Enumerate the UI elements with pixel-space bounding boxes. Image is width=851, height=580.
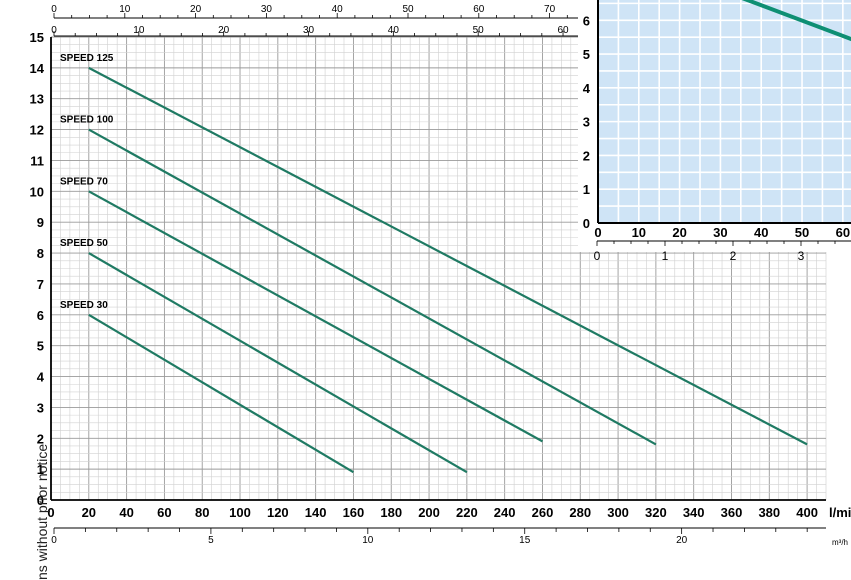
y-tick-label: 10 — [30, 184, 44, 199]
top-outer-tick-label: 60 — [473, 4, 485, 15]
x-tick-label: 380 — [758, 505, 780, 520]
inset-secondary-tick-label: 0 — [594, 249, 601, 263]
x-tick-label: 200 — [418, 505, 440, 520]
y-tick-label: 11 — [30, 153, 44, 168]
top-outer-tick-label: 20 — [190, 4, 202, 15]
x-tick-label: 0 — [47, 505, 54, 520]
top-inner-tick-label: 40 — [388, 25, 400, 36]
main-series: SPEED 125 SPEED 100 SPEED 70 SPEED 50 SPEED … — [60, 53, 808, 474]
secondary-x-tick-label: 20 — [676, 535, 688, 546]
x-tick-label: 60 — [157, 505, 171, 520]
y-tick-label: 9 — [37, 215, 44, 230]
inset-y-tick-label: 0 — [583, 216, 590, 231]
series-label-5: SPEED 30 — [60, 300, 108, 311]
main-axes — [50, 13, 826, 534]
y-tick-label: 8 — [37, 246, 44, 261]
y-tick-label: 14 — [30, 61, 45, 76]
x-tick-label: 360 — [721, 505, 743, 520]
inset-secondary-tick-label: 3 — [798, 249, 805, 263]
y-tick-label: 13 — [30, 92, 44, 107]
top-outer-tick-label: 40 — [332, 4, 344, 15]
inset-x-tick-label: 60 — [836, 225, 850, 240]
series-line-4 — [88, 252, 468, 474]
inset-y-tick-label: 2 — [583, 148, 590, 163]
x-tick-label: 120 — [267, 505, 289, 520]
inset-y-tick-label: 6 — [583, 13, 590, 28]
top-outer-tick-label: 30 — [261, 4, 273, 15]
y-tick-label: 1 — [37, 462, 44, 477]
inset-x-tick-label: 50 — [795, 225, 809, 240]
secondary-x-unit-label: m³/h — [832, 538, 848, 547]
secondary-x-tick-label: 15 — [519, 535, 531, 546]
y-tick-label: 4 — [37, 370, 45, 385]
x-tick-label: 260 — [532, 505, 554, 520]
x-unit-label: l/mi — [829, 505, 851, 520]
inset-x-tick-label: 40 — [754, 225, 768, 240]
x-tick-label: 340 — [683, 505, 705, 520]
x-tick-label: 180 — [380, 505, 402, 520]
y-tick-label: 7 — [37, 277, 44, 292]
series-line-2 — [88, 128, 657, 446]
top-inner-tick-label: 0 — [51, 25, 57, 36]
series-line-1 — [88, 66, 808, 446]
inset-secondary-tick-label: 2 — [730, 249, 737, 263]
x-tick-label: 280 — [569, 505, 591, 520]
inset-series — [741, 0, 851, 42]
inset-y-tick-label: 5 — [583, 47, 590, 62]
x-tick-label: 140 — [305, 505, 327, 520]
inset-x-tick-label: 30 — [713, 225, 727, 240]
y-tick-label: 3 — [37, 400, 44, 415]
inset-y-tick-label: 3 — [583, 115, 590, 130]
y-tick-label: 12 — [30, 123, 44, 138]
x-tick-label: 100 — [229, 505, 251, 520]
series-line-5 — [88, 313, 354, 474]
secondary-x-tick-label: 0 — [51, 535, 57, 546]
x-tick-label: 400 — [796, 505, 818, 520]
series-label-2: SPEED 100 — [60, 115, 114, 126]
y-tick-label: 2 — [37, 431, 44, 446]
inset-x-tick-label: 20 — [672, 225, 686, 240]
top-inner-tick-label: 60 — [557, 25, 569, 36]
secondary-x-tick-label: 5 — [208, 535, 214, 546]
top-outer-tick-label: 50 — [402, 4, 414, 15]
inset-y-tick-label: 1 — [583, 182, 590, 197]
inset-x-tick-label: 10 — [632, 225, 646, 240]
x-tick-label: 40 — [119, 505, 133, 520]
side-note: ns without prior notice — [34, 443, 50, 580]
inset-series-line-1 — [741, 0, 851, 42]
x-tick-label: 160 — [343, 505, 365, 520]
x-tick-label: 80 — [195, 505, 209, 520]
inset-y-tick-label: 4 — [583, 81, 591, 96]
top-outer-tick-label: 70 — [544, 4, 556, 15]
series-line-3 — [88, 190, 544, 443]
top-inner-tick-label: 50 — [473, 25, 485, 36]
top-outer-tick-label: 0 — [51, 4, 57, 15]
top-inner-tick-label: 10 — [133, 25, 145, 36]
x-tick-label: 300 — [607, 505, 629, 520]
series-label-3: SPEED 70 — [60, 176, 108, 187]
top-inner-tick-label: 20 — [218, 25, 230, 36]
x-tick-label: 320 — [645, 505, 667, 520]
y-tick-label: 5 — [37, 339, 44, 354]
top-inner-tick-label: 30 — [303, 25, 315, 36]
y-tick-label: 0 — [37, 493, 44, 508]
top-outer-tick-label: 10 — [119, 4, 131, 15]
secondary-x-tick-label: 10 — [362, 535, 374, 546]
inset-secondary-tick-label: 1 — [662, 249, 669, 263]
y-tick-label: 6 — [37, 308, 44, 323]
inset-x-tick-label: 0 — [594, 225, 601, 240]
y-tick-label: 15 — [30, 30, 44, 45]
x-tick-label: 240 — [494, 505, 516, 520]
x-tick-label: 20 — [82, 505, 96, 520]
series-label-4: SPEED 50 — [60, 238, 108, 249]
x-tick-label: 220 — [456, 505, 478, 520]
series-label-1: SPEED 125 — [60, 53, 114, 64]
